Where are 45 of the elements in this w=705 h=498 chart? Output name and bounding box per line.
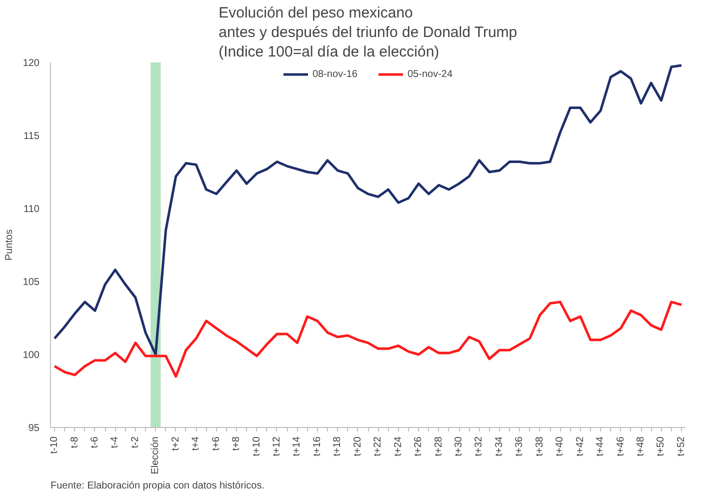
x-tick-label: t-10 [49,436,60,454]
x-tick-label: t-2 [130,436,141,448]
x-tick-label: t+46 [615,436,626,456]
x-tick-label: t+4 [190,436,202,451]
x-tick-label: t+18 [332,436,344,456]
y-tick-label: 95 [28,423,40,434]
x-tick-label: t+2 [170,436,182,451]
x-tick-label: t+8 [231,436,242,451]
x-tick-label: t+10 [251,436,262,456]
x-tick-label: t+36 [514,436,526,456]
x-tick-label: t+28 [433,436,444,456]
x-tick-label: t+20 [352,436,364,456]
chart-title: Evolución del peso mexicano antes y después del triunfo de Donald Trump (Indice 100=al día de la elección) [218,4,518,60]
x-tick-label: t-8 [69,436,80,448]
y-tick-label: 100 [22,350,40,361]
x-tick-label: t+40 [554,436,566,456]
x-tick-label: t+30 [454,436,465,456]
x-tick-label: t+22 [372,436,384,456]
x-tick-label: t+14 [292,436,303,456]
y-tick-label: 105 [22,277,40,288]
y-tick-label: 110 [24,204,40,215]
line-series [53,64,683,356]
x-tick-label: t+32 [474,436,485,456]
x-tick-label: Elección [150,436,162,474]
y-axis-title: Puntos [4,229,15,261]
legend-label: 08-nov-16 [312,68,358,80]
legend-label: 05-nov-24 [408,68,453,80]
line-series [53,300,683,378]
x-tick-label: t+44 [595,436,606,456]
x-tick-label: t+48 [636,436,647,456]
x-tick-label: t+24 [392,436,404,456]
x-tick-label: t+12 [271,436,282,456]
x-tick-label: t+16 [312,436,323,456]
x-tick-label: t+42 [574,436,586,456]
x-tick-label: t+38 [534,436,546,456]
x-tick-label: t-4 [110,436,121,448]
x-tick-label: t+50 [656,436,667,456]
x-tick-label: t-6 [89,436,100,448]
x-tick-label: t+34 [494,436,505,456]
x-tick-label: t+52 [676,436,687,456]
x-tick-label: t+6 [210,436,222,451]
y-tick-label: 115 [24,131,40,142]
source-note: Fuente: Elaboración propia con datos históricos. [50,480,265,492]
x-tick-label: t+26 [413,436,424,456]
y-tick-label: 120 [22,58,40,69]
